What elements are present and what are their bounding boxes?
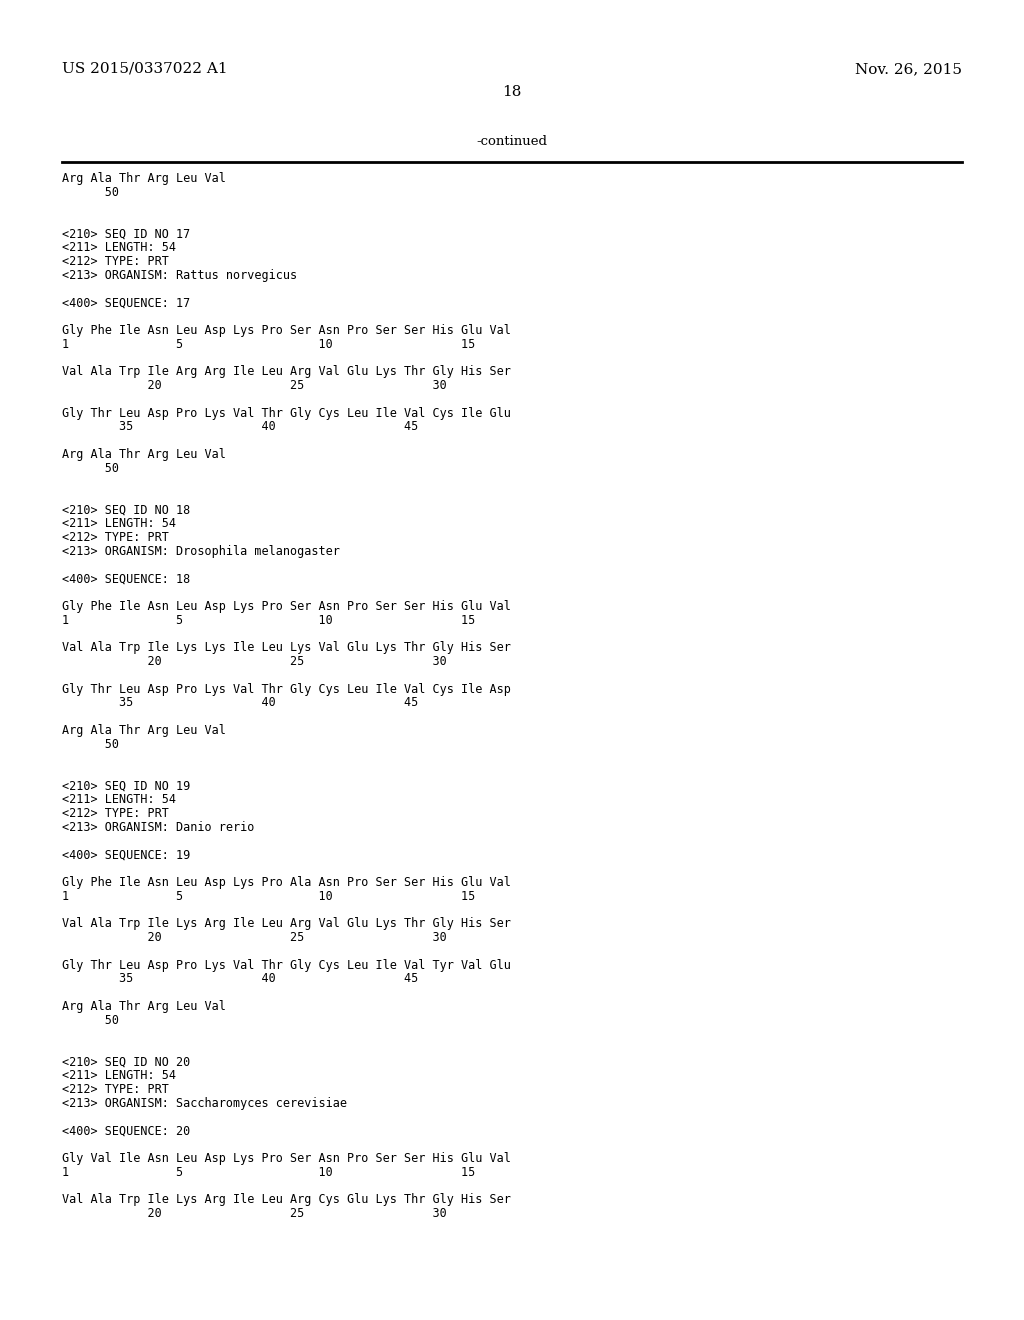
Text: Gly Val Ile Asn Leu Asp Lys Pro Ser Asn Pro Ser Ser His Glu Val: Gly Val Ile Asn Leu Asp Lys Pro Ser Asn … [62, 1152, 511, 1164]
Text: 50: 50 [62, 186, 119, 199]
Text: 1               5                   10                  15: 1 5 10 15 [62, 1166, 475, 1179]
Text: Arg Ala Thr Arg Leu Val: Arg Ala Thr Arg Leu Val [62, 723, 226, 737]
Text: Gly Phe Ile Asn Leu Asp Lys Pro Ala Asn Pro Ser Ser His Glu Val: Gly Phe Ile Asn Leu Asp Lys Pro Ala Asn … [62, 875, 511, 888]
Text: <213> ORGANISM: Rattus norvegicus: <213> ORGANISM: Rattus norvegicus [62, 268, 297, 281]
Text: 20                  25                  30: 20 25 30 [62, 1206, 446, 1220]
Text: 50: 50 [62, 462, 119, 475]
Text: Val Ala Trp Ile Lys Arg Ile Leu Arg Cys Glu Lys Thr Gly His Ser: Val Ala Trp Ile Lys Arg Ile Leu Arg Cys … [62, 1193, 511, 1206]
Text: 20                  25                  30: 20 25 30 [62, 379, 446, 392]
Text: 50: 50 [62, 1014, 119, 1027]
Text: 1               5                   10                  15: 1 5 10 15 [62, 890, 475, 903]
Text: <210> SEQ ID NO 18: <210> SEQ ID NO 18 [62, 503, 190, 516]
Text: <213> ORGANISM: Danio rerio: <213> ORGANISM: Danio rerio [62, 821, 254, 834]
Text: <400> SEQUENCE: 20: <400> SEQUENCE: 20 [62, 1125, 190, 1138]
Text: 50: 50 [62, 738, 119, 751]
Text: Gly Thr Leu Asp Pro Lys Val Thr Gly Cys Leu Ile Val Cys Ile Asp: Gly Thr Leu Asp Pro Lys Val Thr Gly Cys … [62, 682, 511, 696]
Text: Arg Ala Thr Arg Leu Val: Arg Ala Thr Arg Leu Val [62, 172, 226, 185]
Text: 20                  25                  30: 20 25 30 [62, 655, 446, 668]
Text: <400> SEQUENCE: 17: <400> SEQUENCE: 17 [62, 296, 190, 309]
Text: 1               5                   10                  15: 1 5 10 15 [62, 338, 475, 351]
Text: <211> LENGTH: 54: <211> LENGTH: 54 [62, 242, 176, 253]
Text: 1               5                   10                  15: 1 5 10 15 [62, 614, 475, 627]
Text: 35                  40                  45: 35 40 45 [62, 973, 418, 986]
Text: 35                  40                  45: 35 40 45 [62, 697, 418, 709]
Text: 35                  40                  45: 35 40 45 [62, 420, 418, 433]
Text: <212> TYPE: PRT: <212> TYPE: PRT [62, 807, 169, 820]
Text: Arg Ala Thr Arg Leu Val: Arg Ala Thr Arg Leu Val [62, 447, 226, 461]
Text: <213> ORGANISM: Saccharomyces cerevisiae: <213> ORGANISM: Saccharomyces cerevisiae [62, 1097, 347, 1110]
Text: Val Ala Trp Ile Lys Arg Ile Leu Arg Val Glu Lys Thr Gly His Ser: Val Ala Trp Ile Lys Arg Ile Leu Arg Val … [62, 917, 511, 931]
Text: <210> SEQ ID NO 19: <210> SEQ ID NO 19 [62, 779, 190, 792]
Text: -continued: -continued [476, 135, 548, 148]
Text: <212> TYPE: PRT: <212> TYPE: PRT [62, 255, 169, 268]
Text: Gly Phe Ile Asn Leu Asp Lys Pro Ser Asn Pro Ser Ser His Glu Val: Gly Phe Ile Asn Leu Asp Lys Pro Ser Asn … [62, 599, 511, 612]
Text: Nov. 26, 2015: Nov. 26, 2015 [855, 62, 962, 77]
Text: <211> LENGTH: 54: <211> LENGTH: 54 [62, 517, 176, 531]
Text: Gly Thr Leu Asp Pro Lys Val Thr Gly Cys Leu Ile Val Tyr Val Glu: Gly Thr Leu Asp Pro Lys Val Thr Gly Cys … [62, 958, 511, 972]
Text: 18: 18 [503, 84, 521, 99]
Text: <212> TYPE: PRT: <212> TYPE: PRT [62, 531, 169, 544]
Text: <400> SEQUENCE: 19: <400> SEQUENCE: 19 [62, 849, 190, 861]
Text: Gly Phe Ile Asn Leu Asp Lys Pro Ser Asn Pro Ser Ser His Glu Val: Gly Phe Ile Asn Leu Asp Lys Pro Ser Asn … [62, 323, 511, 337]
Text: Val Ala Trp Ile Arg Arg Ile Leu Arg Val Glu Lys Thr Gly His Ser: Val Ala Trp Ile Arg Arg Ile Leu Arg Val … [62, 366, 511, 379]
Text: Gly Thr Leu Asp Pro Lys Val Thr Gly Cys Leu Ile Val Cys Ile Glu: Gly Thr Leu Asp Pro Lys Val Thr Gly Cys … [62, 407, 511, 420]
Text: Arg Ala Thr Arg Leu Val: Arg Ala Thr Arg Leu Val [62, 1001, 226, 1012]
Text: US 2015/0337022 A1: US 2015/0337022 A1 [62, 62, 227, 77]
Text: <213> ORGANISM: Drosophila melanogaster: <213> ORGANISM: Drosophila melanogaster [62, 545, 340, 557]
Text: 20                  25                  30: 20 25 30 [62, 931, 446, 944]
Text: <400> SEQUENCE: 18: <400> SEQUENCE: 18 [62, 572, 190, 585]
Text: <211> LENGTH: 54: <211> LENGTH: 54 [62, 1069, 176, 1082]
Text: <210> SEQ ID NO 20: <210> SEQ ID NO 20 [62, 1055, 190, 1068]
Text: Val Ala Trp Ile Lys Lys Ile Leu Lys Val Glu Lys Thr Gly His Ser: Val Ala Trp Ile Lys Lys Ile Leu Lys Val … [62, 642, 511, 655]
Text: <212> TYPE: PRT: <212> TYPE: PRT [62, 1082, 169, 1096]
Text: <211> LENGTH: 54: <211> LENGTH: 54 [62, 793, 176, 807]
Text: <210> SEQ ID NO 17: <210> SEQ ID NO 17 [62, 227, 190, 240]
